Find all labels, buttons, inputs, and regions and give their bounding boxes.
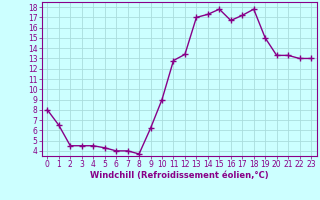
X-axis label: Windchill (Refroidissement éolien,°C): Windchill (Refroidissement éolien,°C) <box>90 171 268 180</box>
